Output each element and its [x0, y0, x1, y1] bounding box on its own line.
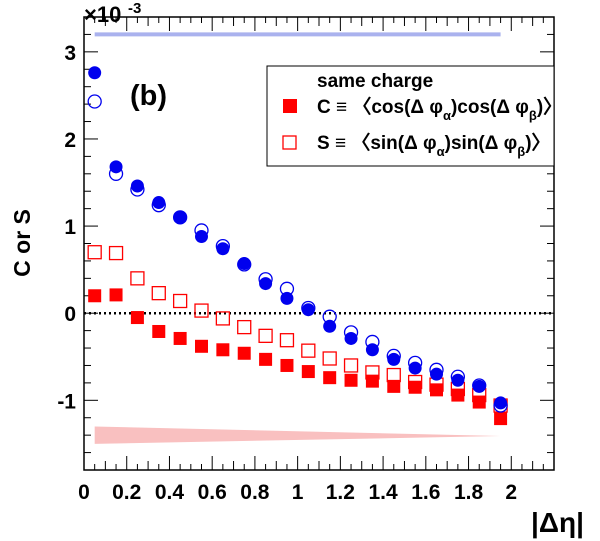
cos-point-filled — [195, 230, 208, 244]
cos-point-filled — [344, 331, 358, 345]
s-point-open-square — [130, 271, 145, 286]
x-tick-label: 0 — [78, 481, 90, 504]
s-point-open-square — [279, 333, 295, 348]
c-point-filled-square — [130, 311, 144, 325]
cos-point-filled — [130, 179, 144, 193]
cos-point-filled — [173, 210, 187, 224]
c-point-filled-square — [216, 343, 230, 357]
cos-point-filled — [472, 379, 486, 393]
c-point-filled-square — [195, 339, 208, 353]
legend-filled-square-marker — [283, 99, 297, 113]
s-point-open-square — [108, 245, 124, 261]
cos-point-filled — [88, 66, 102, 80]
cos-point-filled — [237, 257, 251, 271]
s-point-open-square — [386, 367, 401, 383]
cos-point-filled — [365, 343, 379, 357]
cos-point-open — [87, 94, 102, 109]
c-point-filled-square — [451, 388, 465, 402]
cos-point-filled — [387, 352, 401, 366]
c-point-filled-square — [344, 373, 358, 387]
cos-point-filled — [301, 303, 315, 317]
tick-labels: 0 0.2 0.4 0.6 0.8 1 1.2 1.4 1.6 1.8 2 -1 0 1 2 3 — [57, 42, 517, 504]
c-point-filled-square — [280, 358, 294, 372]
cos-point-filled — [323, 319, 337, 333]
c-point-filled-square — [259, 352, 273, 366]
legend-entry-s: S ≡ 〈sin(Δ φα)sin(Δ φβ)〉 — [317, 131, 551, 159]
s-point-open-square — [237, 319, 252, 335]
c-point-filled-square — [152, 324, 166, 338]
cos-point-filled — [430, 367, 443, 381]
x-tick-label: 0.2 — [112, 481, 141, 504]
c-point-filled-square — [408, 380, 422, 394]
c-point-filled-square — [430, 383, 443, 397]
legend-open-square-marker — [282, 135, 297, 150]
systematic-bands — [94, 32, 501, 444]
c-point-filled-square — [494, 412, 508, 426]
panel-label: (b) — [130, 80, 167, 112]
c-point-filled-square — [472, 395, 486, 409]
cos-point-filled — [280, 291, 294, 305]
cos-point-filled — [259, 277, 273, 291]
s-point-open-square — [87, 245, 102, 260]
y-axis-label: C or S — [9, 209, 35, 277]
c-point-filled-square — [365, 374, 379, 388]
y-tick-label: 0 — [64, 303, 76, 326]
c-point-filled-square — [323, 371, 337, 385]
c-point-filled-square — [109, 288, 123, 302]
cos-point-filled — [451, 373, 465, 387]
legend-box — [266, 65, 555, 167]
c-point-filled-square — [301, 365, 315, 379]
c-point-filled-square — [88, 289, 102, 303]
legend-title: same charge — [317, 71, 433, 92]
s-point-open-square — [194, 303, 209, 318]
c-point-filled-square — [237, 346, 251, 360]
cos-point-filled — [109, 160, 123, 174]
x-tick-label: 1.6 — [411, 481, 440, 504]
s-point-open-square — [301, 343, 316, 358]
y-exponent-label: ×10 — [84, 2, 121, 27]
y-tick-label: 2 — [64, 129, 76, 152]
y-tick-label: -1 — [57, 390, 76, 413]
x-tick-label: 1 — [292, 481, 304, 504]
s-point-open-square — [215, 311, 231, 326]
c-point-filled-square — [387, 379, 401, 393]
x-tick-label: 1.2 — [326, 481, 355, 504]
s-point-open-square — [151, 286, 166, 301]
s-point-open-square — [343, 358, 359, 373]
x-tick-label: 1.8 — [454, 481, 484, 504]
data-markers — [87, 66, 508, 426]
axis-ticks — [83, 16, 555, 471]
cos-point-filled — [152, 196, 166, 210]
cos-point-filled — [216, 242, 230, 256]
x-tick-label: 0.6 — [198, 481, 227, 504]
s-point-open-square — [258, 328, 273, 343]
c-point-filled-square — [173, 331, 187, 345]
sin-systematic-band — [94, 426, 501, 444]
s-point-open-square — [172, 293, 188, 309]
x-tick-label: 0.4 — [155, 481, 185, 504]
legend-entry-c: C ≡ 〈cos(Δ φα)cos(Δ φβ)〉 — [317, 95, 562, 123]
y-tick-label: 3 — [64, 42, 76, 65]
legend: same charge C ≡ 〈cos(Δ φα)cos(Δ φβ)〉 S ≡… — [266, 65, 562, 167]
x-tick-label: 2 — [505, 481, 517, 504]
cos-point-filled — [494, 396, 508, 410]
s-point-open-square — [322, 351, 337, 366]
cos-point-filled — [408, 361, 422, 375]
x-axis-label: |Δη| — [531, 507, 584, 538]
x-tick-label: 0.8 — [240, 481, 270, 504]
y-tick-label: 1 — [64, 216, 76, 239]
x-tick-label: 1.4 — [368, 481, 398, 504]
y-exponent-power: -3 — [128, 0, 141, 17]
